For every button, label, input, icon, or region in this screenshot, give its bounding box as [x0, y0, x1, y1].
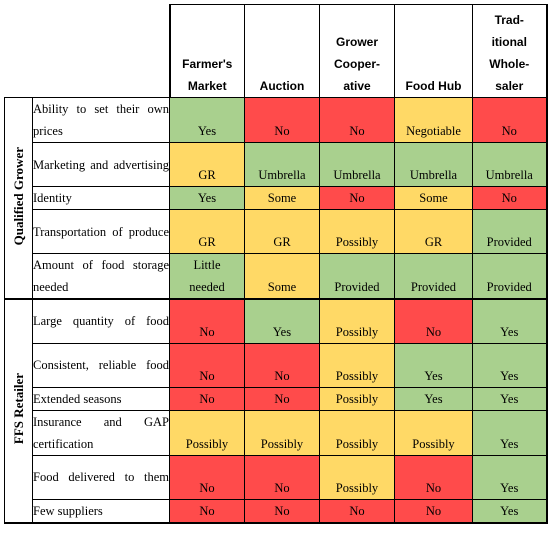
value-cell: Some	[244, 186, 320, 210]
column-header-label: Farmer's Market	[182, 57, 233, 93]
group-label: Qualified Grower	[4, 97, 33, 300]
group-label: FFS Retailer	[4, 298, 33, 524]
value-cell: No	[394, 498, 473, 524]
table-row: Transportation of produce GR GR Possibly GR P…	[5, 209, 548, 254]
value-cell: Yes	[394, 386, 473, 411]
value-cell: Yes	[472, 454, 548, 500]
value-cell: No	[472, 186, 548, 210]
header-row: Farmer's Market Auction Grower Cooper-ativ…	[5, 4, 548, 98]
value-cell: No	[169, 498, 245, 524]
value-cell: Yes	[169, 186, 245, 210]
column-header: Farmer's Market	[168, 4, 245, 98]
column-header-label: Auction	[259, 79, 305, 93]
value-cell: No	[169, 342, 245, 388]
column-header: Grower Cooper-ative	[319, 4, 395, 98]
criterion-label: Identity	[32, 186, 170, 210]
criterion-label: Few suppliers	[32, 498, 170, 524]
column-header-label: Trad-itional Whole-saler	[489, 13, 530, 93]
value-cell: Yes	[472, 498, 548, 524]
value-cell: No	[244, 97, 320, 143]
criterion-label: Ability to set their own prices	[32, 97, 170, 143]
value-cell: Possibly	[319, 454, 395, 500]
table-row: Identity Yes Some No Some No	[5, 186, 548, 210]
value-cell: Yes	[472, 298, 548, 344]
value-cell: Possibly	[319, 386, 395, 411]
value-cell: GR	[394, 209, 473, 254]
table-row: Few suppliers No No No No Yes	[5, 498, 548, 524]
comparison-table: Farmer's Market Auction Grower Cooper-ativ…	[4, 4, 548, 524]
value-cell: Some	[244, 253, 320, 300]
value-cell: Provided	[472, 209, 548, 254]
table-row: Food delivered to them No No Possibly No Yes	[5, 454, 548, 500]
table-row: Marketing and advertising GR Umbrella Umbre…	[5, 142, 548, 187]
value-cell: Yes	[244, 298, 320, 344]
value-cell: Possibly	[319, 298, 395, 344]
value-cell: No	[244, 498, 320, 524]
criterion-label: Marketing and advertising	[32, 142, 170, 187]
table-row: Amount of food storage needed Little neede…	[5, 253, 548, 300]
value-cell: Umbrella	[319, 142, 395, 187]
criterion-label: Large quantity of food	[32, 298, 170, 344]
criterion-label: Extended seasons	[32, 386, 170, 411]
value-cell: No	[169, 298, 245, 344]
value-cell: Possibly	[319, 209, 395, 254]
value-cell: No	[244, 342, 320, 388]
group-label-text: Qualified Grower	[10, 146, 26, 246]
group-label-text: FFS Retailer	[10, 373, 26, 445]
column-header-label: Food Hub	[405, 79, 462, 93]
value-cell: Umbrella	[394, 142, 473, 187]
value-cell: GR	[169, 209, 245, 254]
corner-blank	[32, 4, 171, 98]
value-cell: Possibly	[394, 409, 473, 456]
value-cell: Yes	[472, 342, 548, 388]
value-cell: No	[319, 498, 395, 524]
value-cell: Provided	[472, 253, 548, 300]
value-cell: Provided	[394, 253, 473, 300]
value-cell: No	[319, 186, 395, 210]
criterion-label: Consistent, reliable food	[32, 342, 170, 388]
value-cell: No	[244, 386, 320, 411]
column-header: Trad-itional Whole-saler	[472, 4, 548, 98]
column-header: Food Hub	[394, 4, 473, 98]
table-row: FFS Retailer Large quantity of food No Yes P…	[4, 298, 548, 524]
column-header: Auction	[244, 4, 320, 98]
value-cell: GR	[244, 209, 320, 254]
value-cell: Little needed	[169, 253, 245, 300]
criterion-label: Transportation of produce	[32, 209, 170, 254]
value-cell: Possibly	[244, 409, 320, 456]
value-cell: GR	[169, 142, 245, 187]
value-cell: No	[319, 97, 395, 143]
corner-blank	[5, 5, 33, 98]
value-cell: Negotiable	[394, 97, 473, 143]
value-cell: Umbrella	[244, 142, 320, 187]
value-cell: No	[394, 298, 473, 344]
table-row: Consistent, reliable food No No Possibly Yes…	[5, 342, 548, 388]
value-cell: Possibly	[169, 409, 245, 456]
value-cell: No	[394, 454, 473, 500]
table-row: Qualified Grower Ability to set their own…	[4, 97, 548, 300]
value-cell: No	[472, 97, 548, 143]
value-cell: Yes	[472, 409, 548, 456]
table-row: Insurance and GAP certification Possibly P…	[5, 409, 548, 456]
value-cell: Possibly	[319, 342, 395, 388]
value-cell: Possibly	[319, 409, 395, 456]
criterion-label: Insurance and GAP certification	[32, 409, 170, 456]
column-header-label: Grower Cooper-ative	[334, 35, 380, 93]
criterion-label: Food delivered to them	[32, 454, 170, 500]
value-cell: Umbrella	[472, 142, 548, 187]
value-cell: Yes	[472, 386, 548, 411]
value-cell: No	[169, 386, 245, 411]
value-cell: Provided	[319, 253, 395, 300]
value-cell: Yes	[394, 342, 473, 388]
value-cell: Yes	[169, 97, 245, 143]
value-cell: Some	[394, 186, 473, 210]
value-cell: No	[169, 454, 245, 500]
value-cell: No	[244, 454, 320, 500]
criterion-label: Amount of food storage needed	[32, 253, 170, 300]
table-row: Extended seasons No No Possibly Yes Yes	[5, 386, 548, 411]
